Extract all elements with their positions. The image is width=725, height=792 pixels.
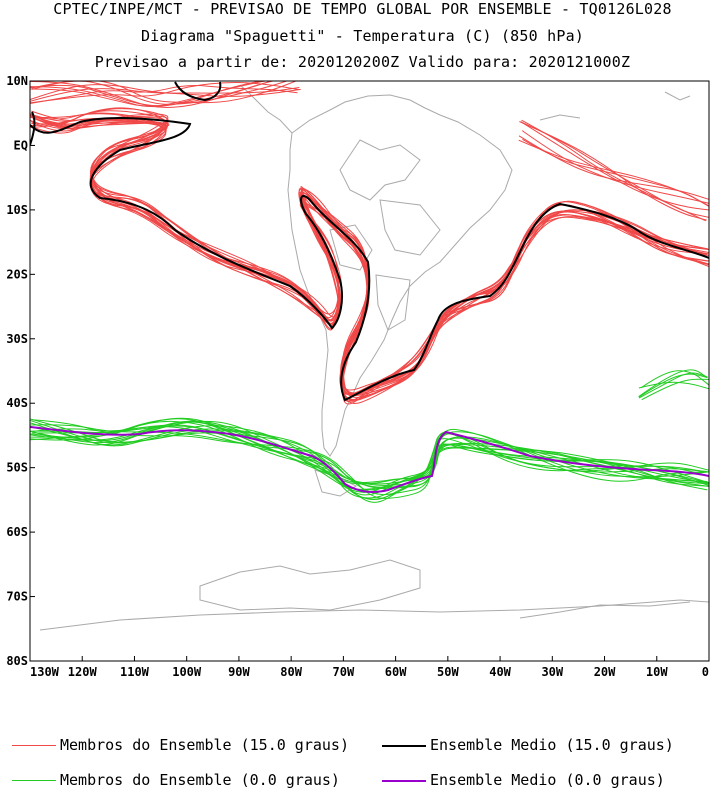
red-line-swatch: [12, 745, 56, 746]
member-contour: [641, 378, 709, 401]
lon-label: 40W: [489, 665, 511, 679]
member-contour: [31, 113, 709, 395]
lon-label: 130W: [30, 665, 60, 679]
member-contour: [31, 419, 709, 499]
lat-label: 60S: [6, 525, 28, 539]
member-contour: [30, 81, 273, 108]
red-member-contours: [30, 81, 709, 405]
lat-label: 10N: [6, 74, 28, 88]
member-contour: [638, 372, 708, 399]
member-contour: [638, 373, 708, 398]
legend-label: Membros do Ensemble (15.0 graus): [60, 736, 349, 754]
member-contour: [30, 424, 709, 496]
member-contour: [31, 81, 298, 104]
member-contour: [30, 87, 300, 102]
lon-label: 10W: [646, 665, 668, 679]
member-contour: [31, 110, 707, 391]
lon-label: 120W: [68, 665, 98, 679]
member-contour: [30, 108, 709, 403]
member-contour: [30, 114, 709, 396]
lon-label: 90W: [228, 665, 250, 679]
lat-label: 70S: [6, 590, 28, 604]
map-subtitle: Diagrama "Spaguetti" - Temperatura (C) (…: [140, 27, 585, 45]
legend-red-members: Membros do Ensemble (15.0 graus): [12, 736, 349, 754]
lon-label: 60W: [385, 665, 407, 679]
member-contour: [30, 113, 709, 396]
member-contour: [30, 113, 709, 395]
lat-label: EQ: [14, 138, 28, 152]
legend-black-mean: Ensemble Medio (15.0 graus): [382, 736, 674, 754]
lat-label: 10S: [6, 203, 28, 217]
coastline-layer: [39, 84, 709, 631]
lon-label: 50W: [437, 665, 459, 679]
member-contour: [30, 417, 708, 491]
member-contour: [30, 81, 263, 108]
member-contour: [520, 121, 709, 211]
longitude-axis: 130W 120W 110W 100W 90W 80W 70W 60W 50W 40W 30W 20W…: [29, 656, 710, 679]
member-contour: [30, 426, 708, 489]
member-contour: [30, 418, 709, 487]
member-contour: [31, 81, 289, 105]
lat-label: 40S: [6, 396, 28, 410]
lon-label: 70W: [333, 665, 355, 679]
member-contour: [640, 370, 709, 389]
legend-green-members: Membros do Ensemble (0.0 graus): [12, 771, 340, 789]
member-contour: [519, 121, 707, 221]
map-validity-line: Previsao a partir de: 2020120200Z Valido…: [94, 53, 631, 71]
member-contour: [30, 84, 298, 104]
lon-label: 110W: [120, 665, 150, 679]
member-contour: [518, 135, 709, 200]
member-contour: [30, 113, 708, 395]
map-frame: [29, 80, 710, 662]
member-contour: [30, 115, 708, 402]
member-contour: [30, 421, 709, 491]
member-contour: [30, 113, 709, 398]
lat-label: 30S: [6, 332, 28, 346]
map-title: CPTEC/INPE/MCT - PREVISAO DE TEMPO GLOBA…: [53, 0, 672, 18]
member-contour: [638, 381, 709, 390]
member-contour: [30, 420, 709, 487]
member-contour: [31, 425, 709, 499]
member-contour: [30, 115, 709, 394]
black-line-swatch: [382, 744, 426, 747]
purple-line-swatch: [382, 779, 426, 782]
lon-label: 80W: [280, 665, 302, 679]
member-contour: [521, 130, 709, 204]
legend-purple-mean: Ensemble Medio (0.0 graus): [382, 771, 665, 789]
member-contour: [30, 418, 708, 500]
legend-label: Membros do Ensemble (0.0 graus): [60, 771, 340, 789]
legend-label: Ensemble Medio (15.0 graus): [430, 736, 674, 754]
member-contour: [30, 116, 709, 401]
member-contour: [30, 113, 707, 405]
member-contour: [638, 369, 708, 398]
lat-label: 20S: [6, 267, 28, 281]
latitude-axis: 10N EQ 10S 20S 30S 40S 50S 60S 70S 80S: [6, 74, 35, 668]
black-mean-contour: [30, 81, 709, 402]
lon-label: 0: [702, 665, 709, 679]
green-member-contours: [30, 369, 709, 503]
member-contour: [30, 81, 269, 107]
lon-label: 30W: [541, 665, 563, 679]
legend-label: Ensemble Medio (0.0 graus): [430, 771, 665, 789]
lon-label: 20W: [594, 665, 616, 679]
member-contour: [30, 112, 708, 396]
member-contour: [521, 119, 707, 222]
lat-label: 80S: [6, 654, 28, 668]
lat-label: 50S: [6, 461, 28, 475]
lon-label: 100W: [172, 665, 202, 679]
green-line-swatch: [12, 780, 56, 781]
purple-mean-contour: [30, 426, 709, 493]
member-contour: [31, 110, 709, 402]
